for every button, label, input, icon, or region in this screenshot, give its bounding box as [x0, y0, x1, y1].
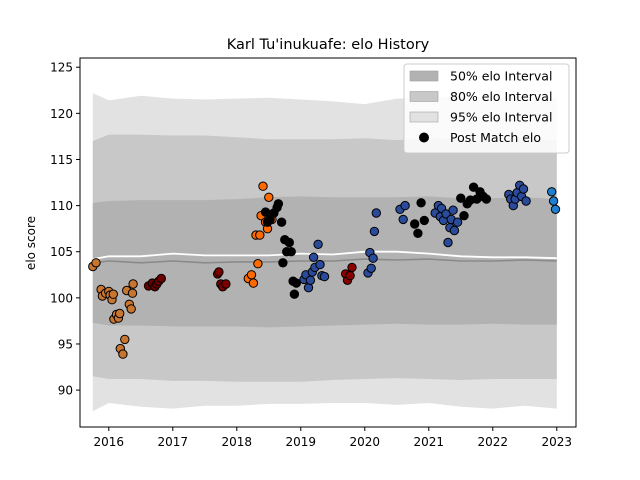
post-match-elo-point — [91, 258, 101, 268]
post-match-elo-point — [518, 184, 529, 194]
post-match-elo-point — [248, 278, 259, 288]
post-match-elo-point — [246, 270, 257, 280]
y-tick-label: 125 — [50, 61, 73, 75]
legend-label: Post Match elo — [450, 130, 541, 145]
post-match-elo-point — [400, 200, 410, 211]
post-match-elo-point — [413, 228, 423, 239]
post-match-elo-point — [289, 289, 300, 299]
post-match-elo-point — [255, 230, 265, 240]
y-axis-label: elo score — [24, 216, 38, 270]
y-tick-label: 115 — [50, 153, 73, 167]
post-match-elo-point — [368, 253, 378, 263]
median-elo-line — [92, 258, 557, 264]
post-match-elo-point — [550, 204, 561, 215]
x-tick-label: 2019 — [286, 435, 317, 449]
post-match-elo-point — [456, 193, 466, 203]
y-tick-label: 100 — [50, 291, 73, 305]
post-match-elo-point — [276, 217, 287, 227]
post-match-elo-point — [521, 196, 531, 206]
post-match-elo-point — [347, 262, 357, 273]
post-match-elo-point — [284, 237, 294, 248]
band-50-interval — [92, 196, 557, 328]
post-match-elo-point — [308, 252, 319, 262]
post-match-elo-point — [410, 219, 420, 229]
post-match-elo-point — [315, 259, 325, 270]
x-tick-label: 2022 — [478, 435, 509, 449]
y-tick-label: 120 — [50, 107, 73, 121]
plot-frame — [79, 57, 577, 428]
post-match-elo-point — [273, 199, 284, 209]
x-tick-label: 2018 — [222, 435, 253, 449]
post-match-elo-point — [118, 349, 128, 359]
post-match-elo-point — [127, 288, 138, 298]
y-tick-label: 110 — [50, 199, 73, 213]
post-match-elo-point — [286, 247, 296, 257]
post-match-elo-point — [345, 271, 355, 281]
y-tick-label: 105 — [50, 245, 73, 259]
y-tick-label: 95 — [58, 337, 73, 351]
post-match-elo-point — [264, 192, 274, 203]
x-tick-label: 2020 — [350, 435, 381, 449]
chart-title: Karl Tu'inukuafe: elo History — [227, 37, 430, 53]
post-match-elo-point — [115, 308, 125, 319]
post-match-elo-point — [459, 211, 469, 221]
post-match-elo-point — [313, 239, 323, 250]
legend-label: 95% elo Interval — [450, 110, 552, 125]
x-tick-label: 2021 — [414, 435, 445, 449]
post-match-elo-point — [452, 217, 463, 227]
legend-swatch — [409, 111, 439, 123]
legend-swatch — [409, 70, 439, 82]
post-match-elo-point — [108, 289, 119, 299]
post-match-elo-point — [371, 208, 381, 218]
post-match-elo-point — [416, 198, 426, 208]
legend-label: 50% elo Interval — [450, 69, 552, 84]
post-match-elo-point — [443, 237, 453, 248]
post-match-elo-point — [278, 258, 288, 268]
legend-box — [403, 63, 570, 154]
post-match-elo-point — [449, 225, 460, 236]
post-match-elo-point — [120, 334, 130, 345]
legend-marker — [419, 132, 429, 143]
post-match-elo-point — [398, 214, 408, 225]
post-match-elo-point — [481, 194, 492, 204]
post-match-elo-point — [448, 205, 458, 215]
legend-swatch — [409, 91, 439, 102]
post-match-elo-point — [221, 279, 231, 289]
post-match-elo-point — [291, 278, 301, 288]
post-match-elo-point — [253, 259, 263, 269]
post-match-elo-point — [156, 273, 167, 284]
post-match-elo-point — [366, 263, 376, 273]
post-match-elo-point — [369, 226, 380, 237]
x-tick-label: 2017 — [158, 435, 189, 449]
post-match-elo-point — [258, 181, 268, 191]
post-match-elo-point — [547, 187, 557, 197]
post-match-elo-point — [128, 279, 138, 289]
post-match-elo-point — [214, 267, 224, 277]
post-match-elo-point — [548, 196, 559, 206]
x-tick-label: 2016 — [94, 435, 125, 449]
post-match-elo-point — [468, 182, 479, 192]
y-tick-label: 90 — [58, 384, 73, 398]
post-match-elo-point — [305, 275, 316, 285]
legend-label: 80% elo Interval — [450, 89, 552, 104]
post-match-elo-point — [419, 215, 429, 226]
post-match-elo-point — [319, 271, 330, 282]
x-tick-label: 2023 — [542, 435, 573, 449]
post-match-elo-point — [126, 304, 136, 314]
legend: 50% elo Interval 80% elo Interval 95% elo … — [403, 63, 570, 154]
